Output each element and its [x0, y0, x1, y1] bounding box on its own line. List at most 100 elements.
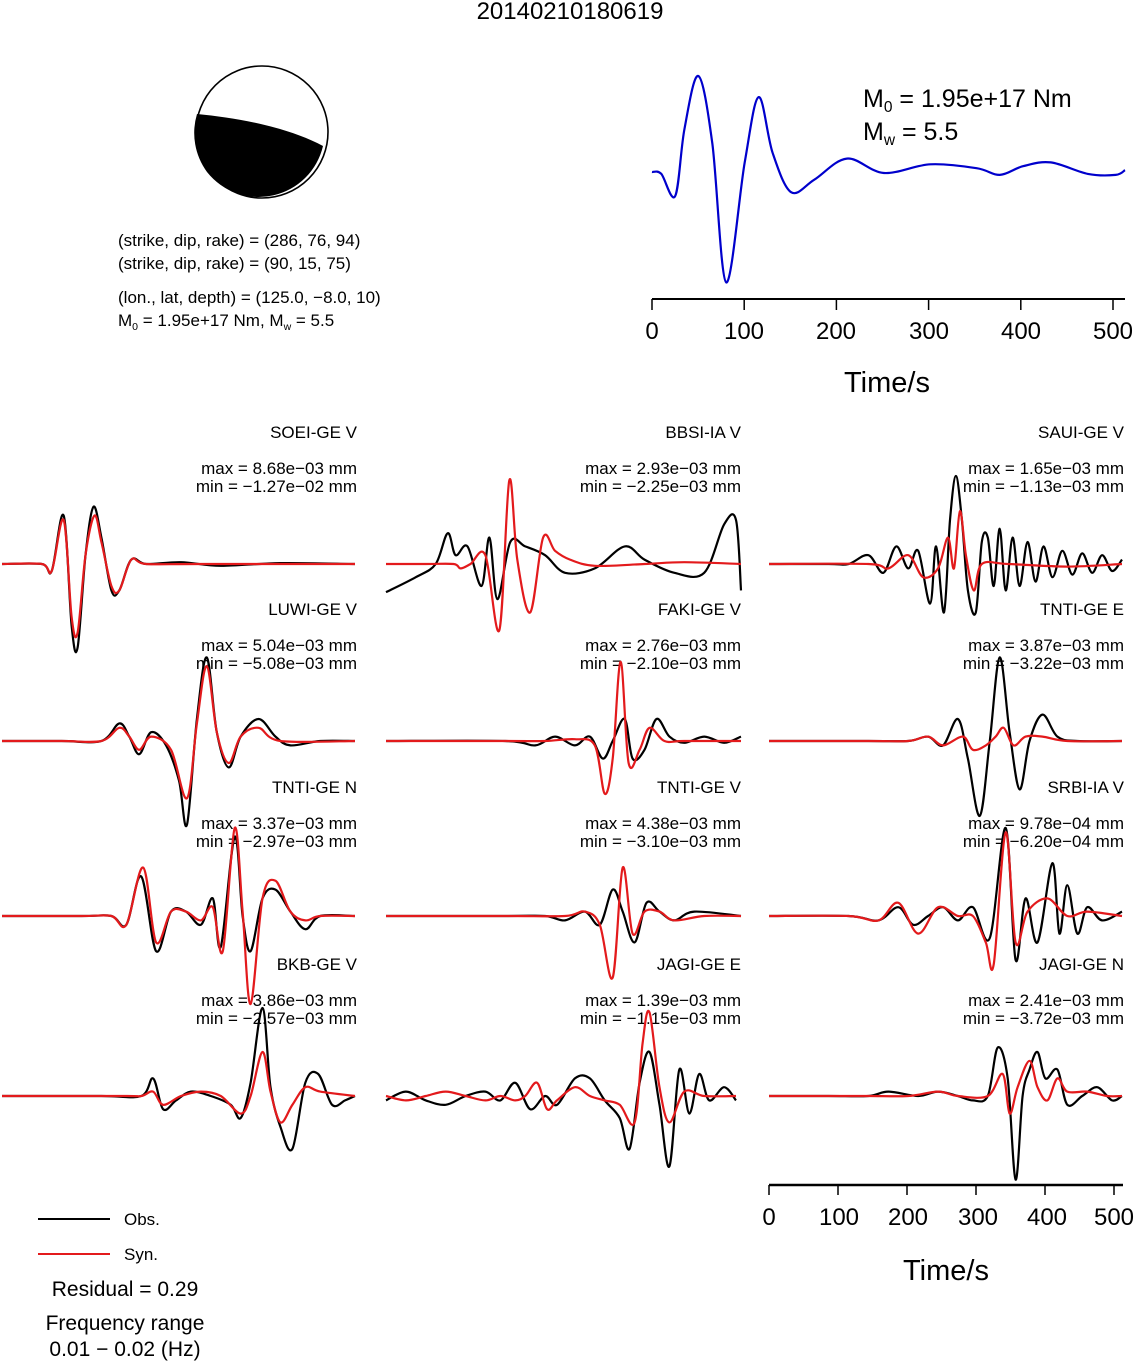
observed-trace — [1, 505, 356, 654]
stf-mw-label: Mw = 5.5 — [863, 118, 959, 150]
m0-subscript: 0 — [132, 320, 139, 333]
station-label: TNTI-GE V — [657, 778, 742, 797]
max-amplitude: max = 1.39e−03 mm — [585, 991, 741, 1010]
min-amplitude: min = −2.25e−03 mm — [580, 477, 741, 496]
min-amplitude: min = −3.22e−03 mm — [963, 654, 1124, 673]
wf-tick-400: 400 — [1026, 1204, 1068, 1231]
synthetic-trace — [1, 514, 355, 639]
min-amplitude: min = −3.72e−03 mm — [963, 1009, 1124, 1028]
station-label: JAGI-GE E — [657, 955, 741, 974]
observed-trace — [1, 1006, 356, 1152]
legend-obs-label: Obs. — [124, 1210, 160, 1229]
frequency-value: 0.01 − 0.02 (Hz) — [49, 1338, 201, 1361]
stf-plot — [651, 74, 1126, 284]
max-amplitude: max = 3.87e−03 mm — [968, 636, 1124, 655]
beachball-compressional-quadrant — [194, 114, 323, 198]
synthetic-trace — [385, 866, 742, 980]
m0-value: = 1.95e+17 Nm, M — [138, 311, 284, 330]
station-label: LUWI-GE V — [268, 600, 357, 619]
m0-symbol: M — [118, 311, 133, 330]
max-amplitude: max = 2.41e−03 mm — [968, 991, 1124, 1010]
stf-line — [651, 74, 1126, 284]
max-amplitude: max = 4.38e−03 mm — [585, 814, 741, 833]
stf-time-axis — [651, 298, 1125, 310]
min-amplitude: min = −3.10e−03 mm — [580, 832, 741, 851]
stf-tick-400: 400 — [1000, 318, 1042, 345]
stf-tick-0: 0 — [645, 318, 659, 345]
wf-tick-200: 200 — [887, 1204, 929, 1231]
wf-tick-300: 300 — [957, 1204, 999, 1231]
station-label: SRBI-IA V — [1047, 778, 1124, 797]
max-amplitude: max = 1.65e−03 mm — [968, 459, 1124, 478]
min-amplitude: min = −5.08e−03 mm — [196, 654, 357, 673]
synthetic-trace — [768, 510, 1123, 592]
stf-xlabel: Time/s — [844, 367, 930, 399]
synthetic-trace — [386, 660, 741, 795]
stf-tick-500: 500 — [1092, 318, 1134, 345]
stf-tick-200: 200 — [815, 318, 857, 345]
observed-trace — [768, 1046, 1123, 1181]
max-amplitude: max = 2.76e−03 mm — [585, 636, 741, 655]
max-amplitude: max = 2.93e−03 mm — [585, 459, 741, 478]
synthetic-trace — [769, 726, 1123, 752]
synthetic-trace — [385, 1009, 737, 1126]
synthetic-trace — [768, 1059, 1123, 1115]
wf-tick-100: 100 — [818, 1204, 860, 1231]
max-amplitude: max = 3.37e−03 mm — [201, 814, 357, 833]
max-amplitude: max = 9.78e−04 mm — [968, 814, 1124, 833]
legend-syn-label: Syn. — [124, 1245, 159, 1264]
mw-subscript: w — [283, 320, 292, 333]
synthetic-trace — [768, 831, 1123, 971]
min-amplitude: min = −2.10e−03 mm — [580, 654, 741, 673]
min-amplitude: min = −1.13e−03 mm — [963, 477, 1124, 496]
nodal-plane-1: (strike, dip, rake) = (286, 76, 94) — [118, 231, 361, 250]
synthetic-trace — [1, 1050, 356, 1124]
max-amplitude: max = 3.86e−03 mm — [201, 991, 357, 1010]
synthetic-trace — [1, 826, 356, 1006]
observed-trace — [1, 835, 356, 953]
max-amplitude: max = 5.04e−03 mm — [201, 636, 357, 655]
min-amplitude: min = −2.57e−03 mm — [196, 1009, 357, 1028]
station-label: SAUI-GE V — [1038, 423, 1125, 442]
min-amplitude: min = −1.15e−03 mm — [580, 1009, 741, 1028]
station-label: JAGI-GE N — [1039, 955, 1124, 974]
station-label: BBSI-IA V — [665, 423, 741, 442]
main-title: 20140210180619 — [476, 0, 664, 25]
stf-m0-label: M0 = 1.95e+17 Nm — [863, 85, 1072, 117]
station-label: BKB-GE V — [277, 955, 358, 974]
min-amplitude: min = −2.97e−03 mm — [196, 832, 357, 851]
observed-trace — [385, 1050, 737, 1168]
max-amplitude: max = 8.68e−03 mm — [201, 459, 357, 478]
nodal-plane-2: (strike, dip, rake) = (90, 15, 75) — [118, 254, 351, 273]
wf-tick-0: 0 — [762, 1204, 776, 1231]
legend-syn-swatch — [38, 1253, 110, 1255]
station-label: TNTI-GE E — [1040, 600, 1124, 619]
hypocenter: (lon., lat, depth) = (125.0, −8.0, 10) — [118, 288, 381, 307]
station-label: SOEI-GE V — [270, 423, 358, 442]
observed-trace — [385, 513, 743, 601]
frequency-label: Frequency range — [45, 1312, 205, 1335]
wf-tick-500: 500 — [1093, 1204, 1135, 1231]
station-label: TNTI-GE N — [272, 778, 357, 797]
moment-summary: M0 = 1.95e+17 Nm, Mw = 5.5 — [118, 311, 335, 333]
waveform-time-axis — [768, 1183, 1123, 1195]
station-label: FAKI-GE V — [658, 600, 742, 619]
legend-obs-swatch — [38, 1218, 110, 1220]
min-amplitude: min = −6.20e−04 mm — [963, 832, 1124, 851]
mw-value: = 5.5 — [291, 311, 335, 330]
synthetic-trace — [2, 665, 356, 800]
beachball — [194, 65, 329, 199]
